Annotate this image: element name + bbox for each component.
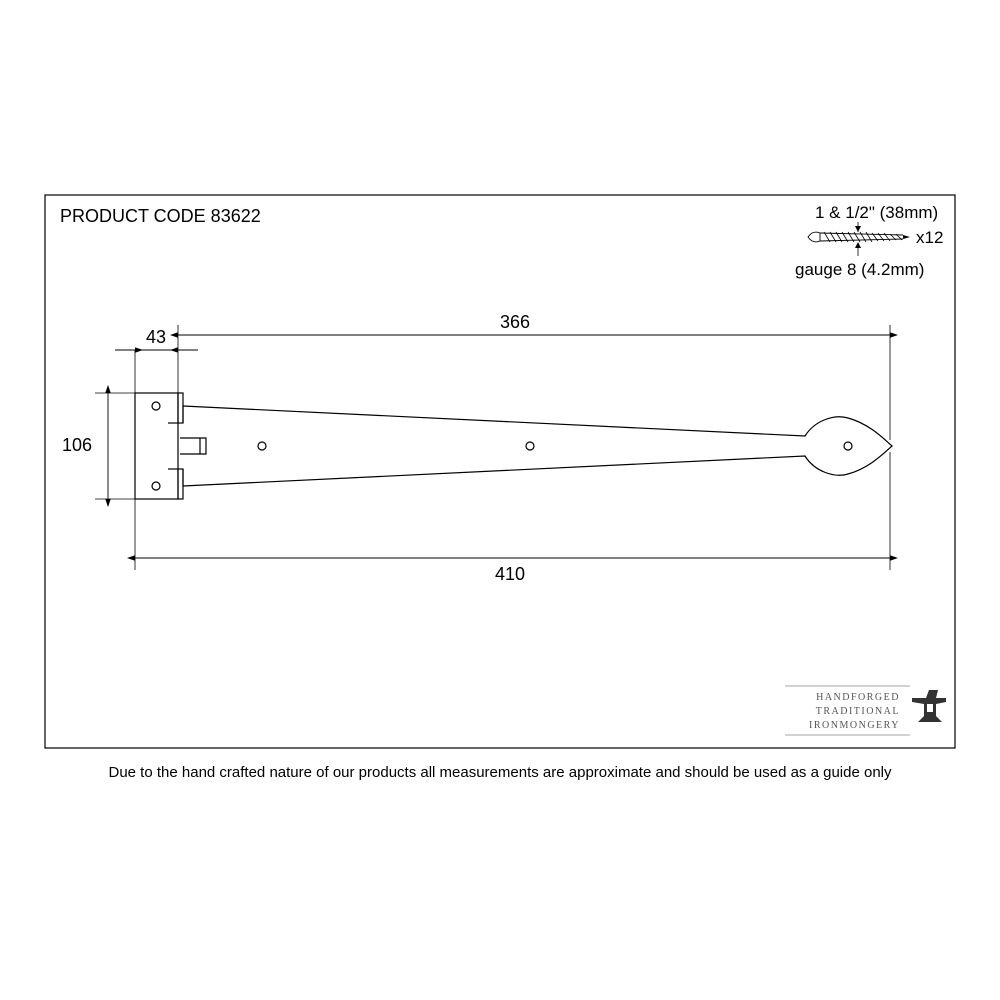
disclaimer-text: Due to the hand crafted nature of our pr… [0,764,1000,781]
logo-line1: HANDFORGED [816,692,900,703]
screw-length-label: 1 & 1/2" (38mm) [815,203,938,222]
dim-410: 410 [495,564,525,584]
dim-106: 106 [62,435,92,455]
technical-drawing: PRODUCT CODE 83622 1 & 1/2" (38mm) [0,0,1000,1000]
screw-callout: 1 & 1/2" (38mm) [795,203,943,279]
screw-gauge-label: gauge 8 (4.2mm) [795,260,924,279]
logo-line2: TRADITIONAL [816,706,900,717]
dim-366: 366 [500,312,530,332]
logo-line3: IRONMONGERY [809,720,900,731]
product-code-label: PRODUCT CODE 83622 [60,206,261,226]
hinge-drawing [135,393,892,499]
brand-logo: HANDFORGED TRADITIONAL IRONMONGERY [785,686,946,735]
screw-qty-label: x12 [916,228,943,247]
dim-43: 43 [146,327,166,347]
